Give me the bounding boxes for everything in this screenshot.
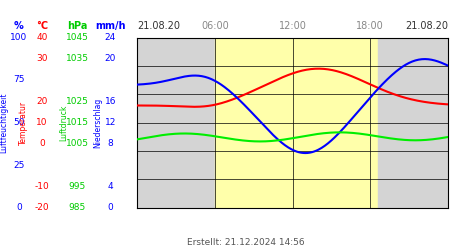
Text: 25: 25 [13,160,25,170]
Text: Luftdruck: Luftdruck [59,104,68,141]
Text: 18:00: 18:00 [356,21,384,31]
Text: 10: 10 [36,118,48,127]
Text: Temperatur: Temperatur [19,100,28,144]
Text: 12: 12 [104,118,116,127]
Text: 16: 16 [104,97,116,106]
Text: 20: 20 [104,54,116,63]
Text: 1015: 1015 [66,118,89,127]
Bar [378,38,448,207]
Text: Erstellt: 21.12.2024 14:56: Erstellt: 21.12.2024 14:56 [187,238,305,247]
Text: 75: 75 [13,76,25,84]
Text: 995: 995 [69,182,86,191]
Text: -10: -10 [35,182,49,191]
Text: 0: 0 [108,203,113,212]
Text: 24: 24 [104,33,116,42]
Text: 06:00: 06:00 [201,21,229,31]
Text: 50: 50 [13,118,25,127]
Text: Luftfeuchtigkeit: Luftfeuchtigkeit [0,92,8,153]
Text: hPa: hPa [67,21,88,31]
Text: 100: 100 [10,33,27,42]
Text: 1025: 1025 [66,97,89,106]
Text: 12:00: 12:00 [279,21,306,31]
Text: 8: 8 [108,139,113,148]
Text: °C: °C [36,21,48,31]
Text: 21.08.20: 21.08.20 [137,21,180,31]
Text: mm/h: mm/h [95,21,126,31]
Text: 1035: 1035 [66,54,89,63]
Bar [137,38,215,207]
Text: Niederschlag: Niederschlag [94,97,103,148]
Text: -20: -20 [35,203,49,212]
Text: 0: 0 [16,203,22,212]
Bar [215,38,378,207]
Text: 20: 20 [36,97,48,106]
Text: 1045: 1045 [66,33,89,42]
Text: 1005: 1005 [66,139,89,148]
Text: 40: 40 [36,33,48,42]
Text: %: % [14,21,24,31]
Text: 0: 0 [39,139,45,148]
Text: 4: 4 [108,182,113,191]
Text: 21.08.20: 21.08.20 [405,21,448,31]
Text: 985: 985 [69,203,86,212]
Text: 30: 30 [36,54,48,63]
